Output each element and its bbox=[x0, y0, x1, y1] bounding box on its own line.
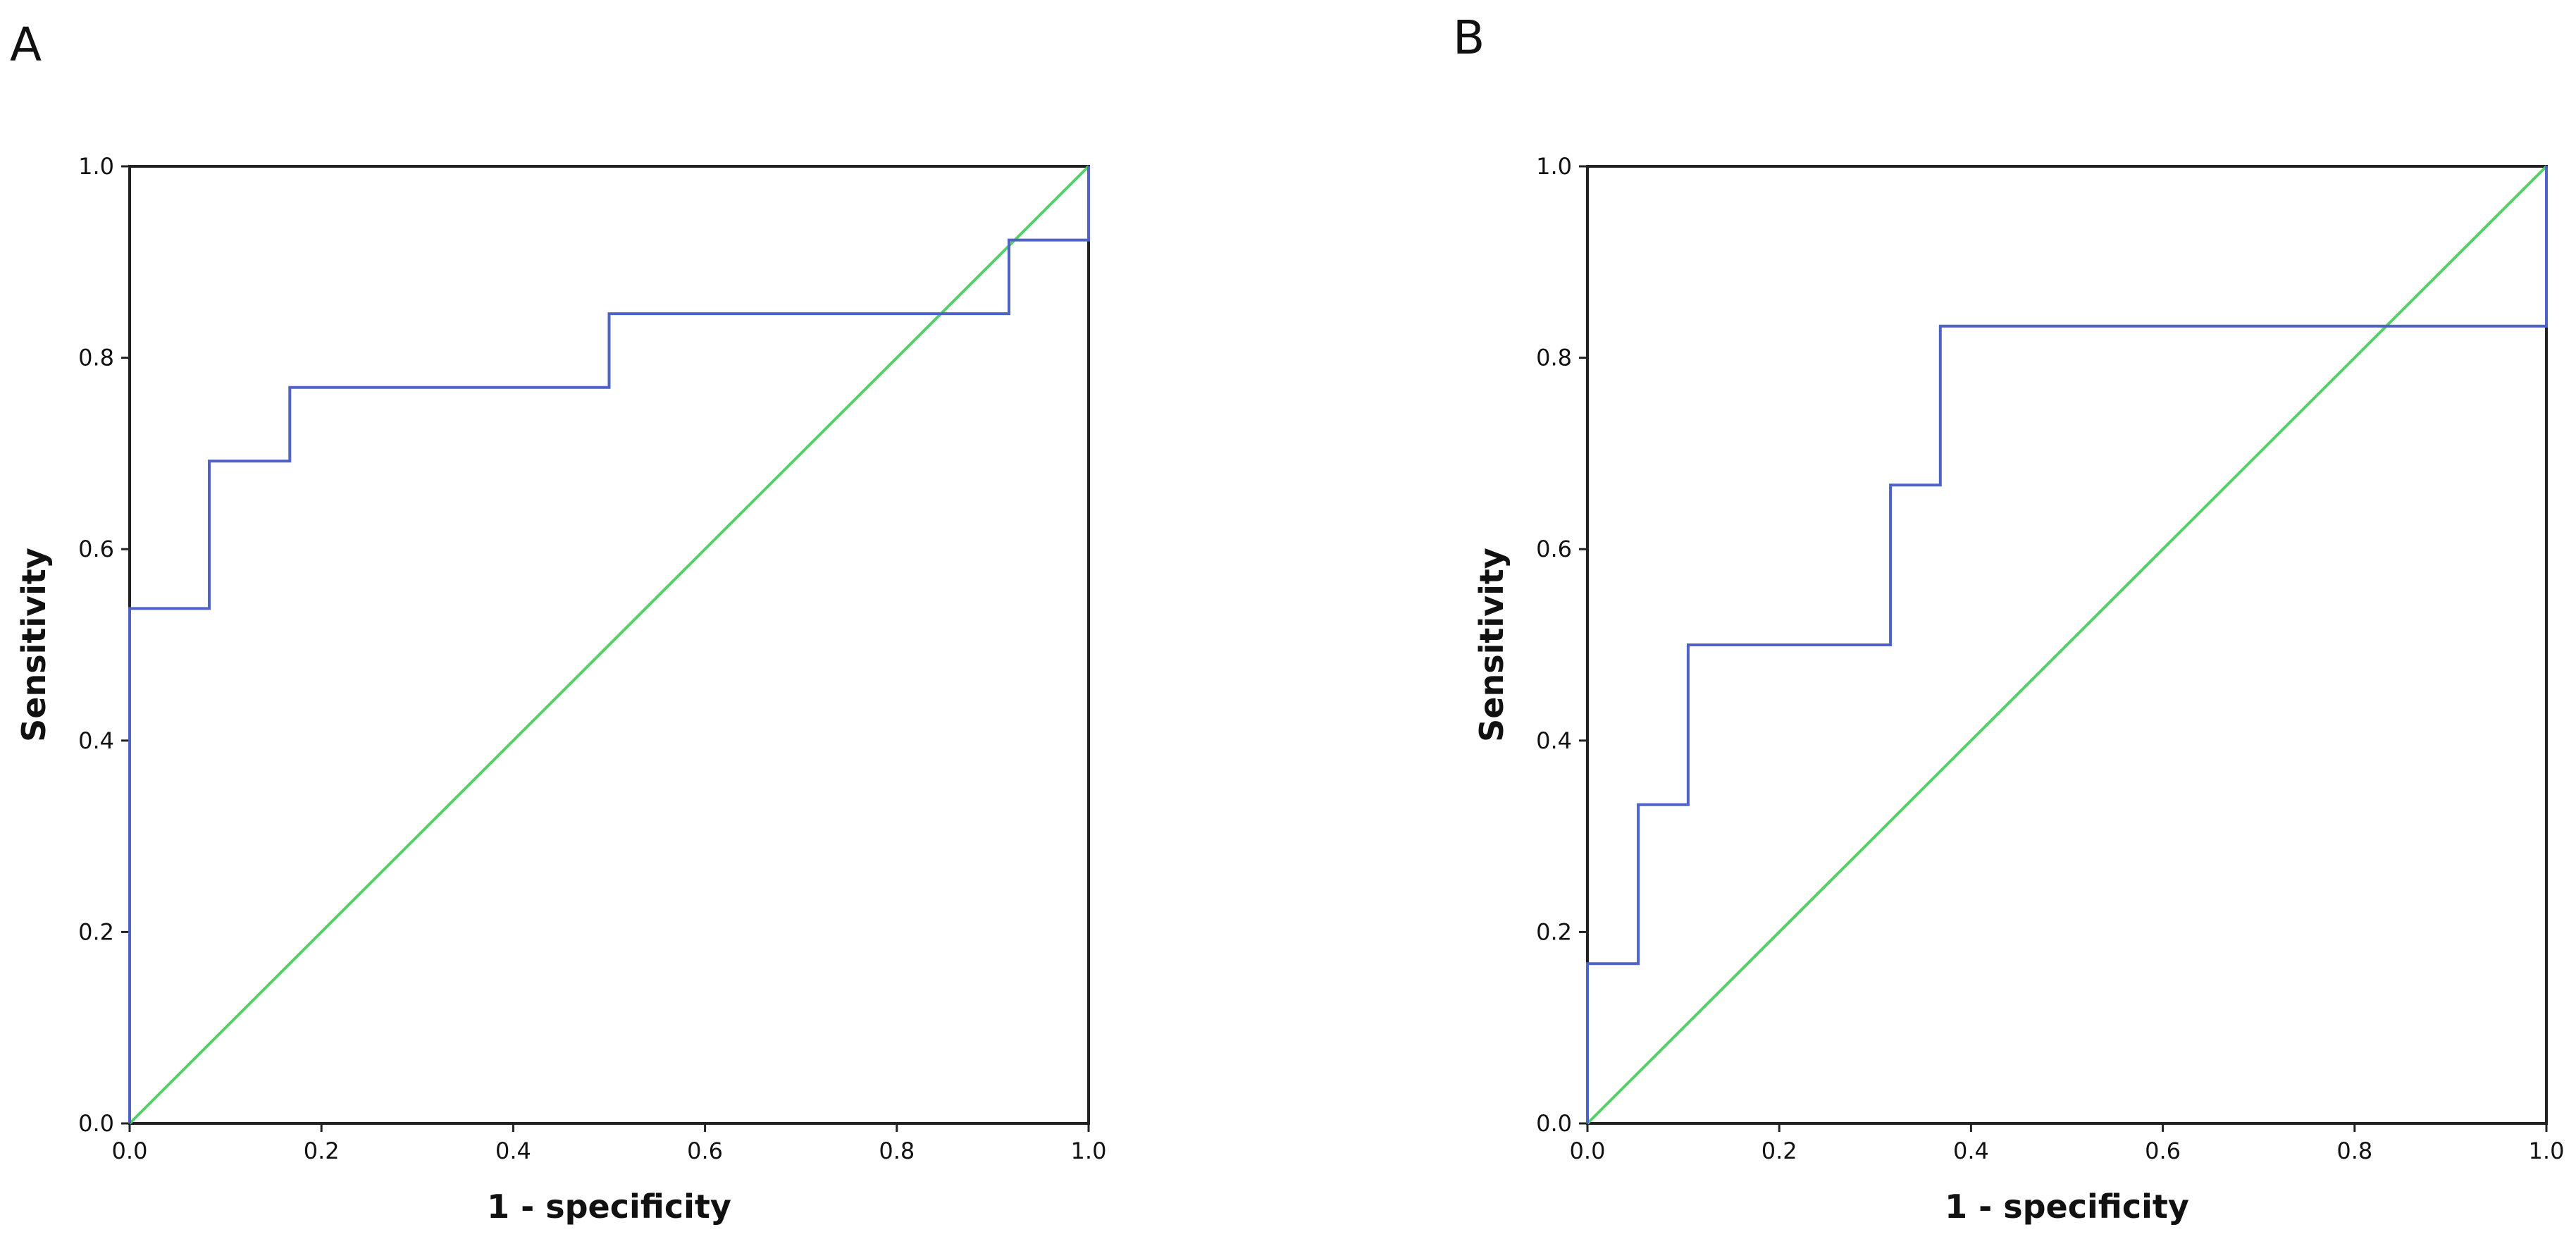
x-tick-label-b: 0.8 bbox=[2336, 1138, 2372, 1164]
y-tick-label-b: 0.8 bbox=[1536, 345, 1572, 371]
reference-line-a bbox=[128, 165, 1090, 1125]
panel-label-b: B bbox=[1453, 11, 1485, 65]
y-tick-label-b: 0.0 bbox=[1536, 1110, 1572, 1137]
y-tick-label-a: 0.6 bbox=[78, 536, 114, 562]
y-tick-label-a: 0.4 bbox=[78, 727, 114, 754]
x-tick-label-a: 0.4 bbox=[495, 1138, 531, 1164]
y-tick-label-a: 1.0 bbox=[78, 153, 114, 180]
y-tick-label-a: 0.2 bbox=[78, 918, 114, 945]
y-tick-label-b: 1.0 bbox=[1536, 153, 1572, 180]
chart-panel-b: B 0.0 0.2 0.4 0.6 0.8 1.0 0.0 0.2 0.4 0.6 0.8 1.0 1 -… bbox=[1453, 11, 2564, 1226]
x-tick-label-a: 0.6 bbox=[687, 1138, 723, 1164]
panel-label-a: A bbox=[10, 18, 42, 72]
x-axis-title-b: 1 - specificity bbox=[1945, 1188, 2189, 1226]
y-tick-label-b: 0.2 bbox=[1536, 918, 1572, 945]
y-tick-label-a: 0.8 bbox=[78, 345, 114, 371]
roc-curve-b bbox=[1586, 166, 2548, 1123]
x-tick-label-a: 1.0 bbox=[1071, 1138, 1107, 1164]
y-axis-title-b: Sensitivity bbox=[1473, 548, 1511, 742]
y-tick-label-b: 0.6 bbox=[1536, 536, 1572, 562]
x-tick-label-b: 0.2 bbox=[1761, 1138, 1797, 1164]
y-axis-title-a: Sensitivity bbox=[15, 548, 53, 742]
x-tick-label-b: 0.6 bbox=[2145, 1138, 2181, 1164]
x-tick-label-b: 0.4 bbox=[1953, 1138, 1989, 1164]
y-tick-label-b: 0.4 bbox=[1536, 727, 1572, 754]
roc-curve-a bbox=[128, 166, 1090, 1123]
x-axis-title-a: 1 - specificity bbox=[487, 1188, 731, 1226]
x-tick-label-b: 0.0 bbox=[1570, 1138, 1606, 1164]
plot-frame-b bbox=[1586, 165, 2548, 1125]
x-tick-label-a: 0.2 bbox=[304, 1138, 340, 1164]
x-tick-label-a: 0.0 bbox=[112, 1138, 148, 1164]
chart-panel-a: A 0.0 0.2 0.4 0.6 0.8 1.0 0.0 0.2 0.4 0.6 0.8 1.0 1 -… bbox=[10, 18, 1106, 1226]
x-tick-label-a: 0.8 bbox=[879, 1138, 915, 1164]
x-tick-label-b: 1.0 bbox=[2529, 1138, 2565, 1164]
y-tick-label-a: 0.0 bbox=[78, 1110, 114, 1137]
